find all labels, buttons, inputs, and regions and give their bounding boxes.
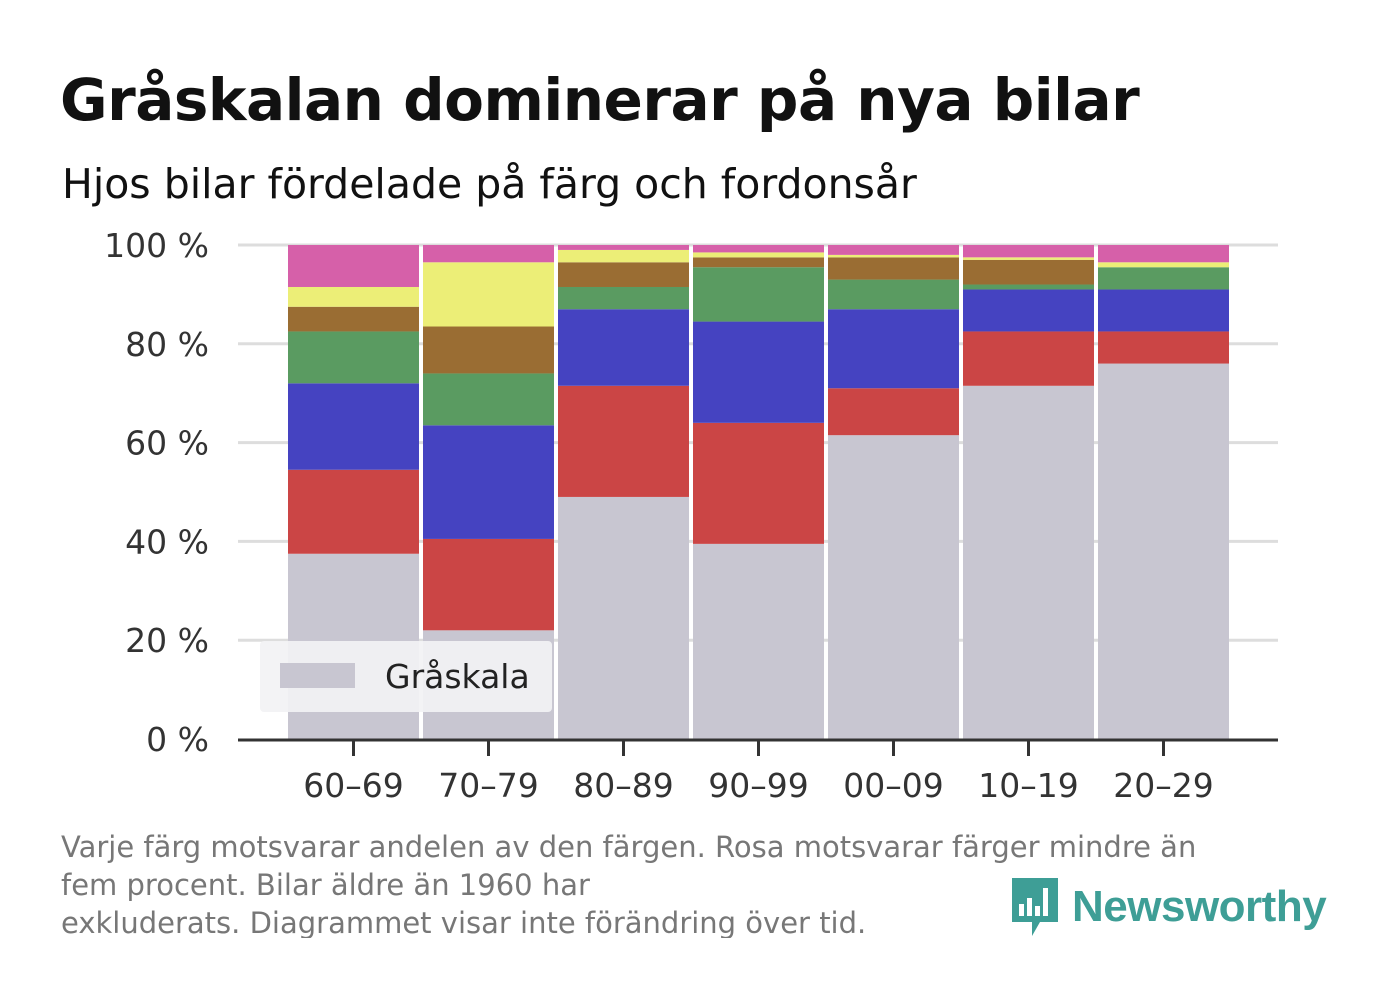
footnote: Varje färg motsvarar andelen av den färg…	[61, 828, 1321, 938]
bar-segment	[693, 252, 824, 258]
bar-segment	[288, 469, 419, 554]
x-tick-label: 70–79	[438, 766, 538, 805]
y-axis-ticks: 0 % 20 % 40 % 60 % 80 % 100 %	[104, 226, 209, 759]
bar-segment	[693, 257, 824, 268]
x-tick-label: 90–99	[708, 766, 808, 805]
bar-segment	[1098, 363, 1229, 739]
brand-name: Newsworthy	[1072, 882, 1327, 931]
bar-segment	[423, 373, 554, 426]
bar-segment	[558, 385, 689, 497]
bar-segment	[963, 245, 1094, 258]
bar-segment	[288, 383, 419, 470]
bar-segment	[828, 257, 959, 280]
bar-segment	[558, 249, 689, 263]
bar-segment	[1098, 262, 1229, 268]
bar-segment	[693, 543, 824, 739]
y-tick-label: 20 %	[125, 621, 209, 660]
bar-segment	[423, 245, 554, 263]
legend: Gråskala	[260, 641, 552, 712]
x-axis-ticks: 60–69 70–79 80–89 90–99 00–09 10–19 20–29	[303, 740, 1214, 805]
x-tick-label: 00–09	[843, 766, 943, 805]
bar-segment	[963, 284, 1094, 290]
bar-segment	[963, 257, 1094, 260]
legend-label-graskala: Gråskala	[385, 657, 530, 696]
x-tick-label: 10–19	[978, 766, 1078, 805]
bar-segment	[558, 309, 689, 386]
bar-segment	[558, 245, 689, 250]
bar-chart-speech-bubble-icon	[1012, 878, 1058, 936]
bar-segment	[828, 245, 959, 255]
bar-segment	[1098, 245, 1229, 263]
bar-segment	[963, 259, 1094, 285]
bar-segment	[828, 309, 959, 389]
y-tick-label: 40 %	[125, 522, 209, 561]
legend-box	[260, 641, 552, 712]
footnote-line: fem procent. Bilar äldre än 1960 har	[61, 868, 590, 902]
bar-segment	[423, 425, 554, 539]
bar-segment	[963, 289, 1094, 332]
bar-segment	[423, 326, 554, 374]
bar-segment	[1098, 331, 1229, 364]
legend-swatch-graskala	[280, 663, 355, 688]
bar-segment	[423, 538, 554, 631]
y-tick-label: 0 %	[146, 720, 209, 759]
stacked-bar-chart: 0 % 20 % 40 % 60 % 80 % 100 % 60–69 70–79 80–89…	[104, 226, 1278, 805]
footnote-line: exkluderats. Diagrammet visar inte förän…	[61, 906, 867, 938]
bar-segment	[828, 279, 959, 310]
bar-segment	[423, 262, 554, 327]
footnote-line: Varje färg motsvarar andelen av den färg…	[61, 830, 1197, 864]
bar-segment	[1098, 267, 1229, 290]
newsworthy-logo: Newsworthy	[1010, 876, 1327, 938]
bar-segment	[288, 245, 419, 287]
bar-segment	[693, 321, 824, 423]
bar-segment	[963, 331, 1094, 386]
chart-subtitle: Hjos bilar fördelade på färg och fordons…	[62, 160, 917, 208]
bar-segment	[288, 306, 419, 332]
bar-segment	[288, 286, 419, 307]
bar-segment	[288, 331, 419, 384]
bar-segment	[558, 286, 689, 310]
bar-segment	[693, 422, 824, 544]
y-tick-label: 80 %	[125, 325, 209, 364]
x-tick-label: 80–89	[573, 766, 673, 805]
bar-segment	[828, 254, 959, 258]
bar-segment	[963, 385, 1094, 739]
bar-segment	[558, 496, 689, 739]
chart-title: Gråskalan dominerar på nya bilar	[60, 66, 1140, 134]
bar-segment	[693, 267, 824, 322]
bar-segment	[828, 435, 959, 739]
bar-segment	[1098, 289, 1229, 332]
y-tick-label: 60 %	[125, 424, 209, 463]
x-tick-label: 20–29	[1113, 766, 1213, 805]
bar-segment	[828, 388, 959, 436]
x-tick-label: 60–69	[303, 766, 403, 805]
bar-segment	[693, 245, 824, 253]
y-tick-label: 100 %	[104, 226, 209, 265]
bar-segment	[558, 262, 689, 287]
